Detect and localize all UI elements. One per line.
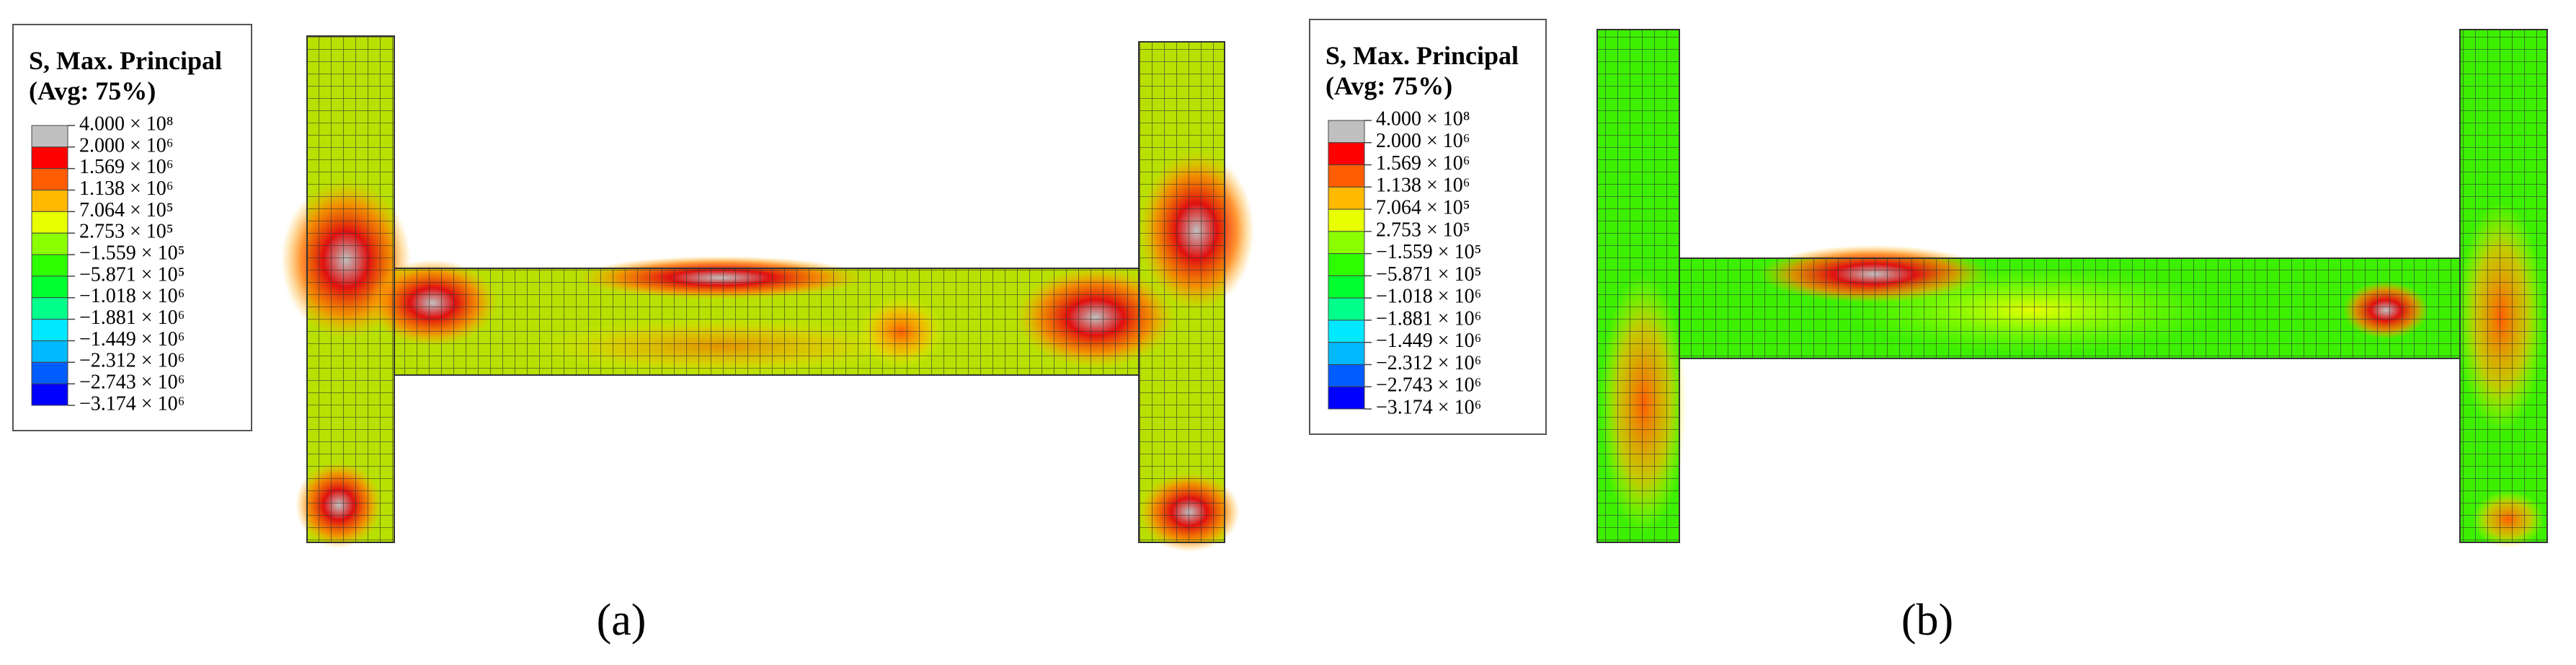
- legend-swatch: [1328, 342, 1365, 365]
- legend-label: −1.449 × 10⁶: [1376, 330, 1481, 352]
- legend-swatch: [1328, 253, 1365, 276]
- panel-caption: (a): [597, 596, 647, 645]
- legend-swatch: [1328, 208, 1365, 232]
- legend-label: −5.871 × 10⁵: [79, 263, 185, 286]
- legend-label: −1.449 × 10⁶: [79, 328, 185, 351]
- contour-plot-a: [281, 35, 1254, 552]
- legend-swatch: [31, 125, 68, 148]
- legend-label: −1.881 × 10⁶: [1376, 307, 1481, 330]
- legend: S, Max. Principal(Avg: 75%)4.000 × 10⁸2.…: [12, 24, 252, 431]
- legend-label: −1.018 × 10⁶: [79, 285, 185, 307]
- legend-label: 2.753 × 10⁵: [79, 221, 174, 243]
- legend-swatch: [1328, 164, 1365, 188]
- legend-swatch: [1328, 320, 1365, 343]
- legend-label: 1.569 × 10⁶: [1376, 152, 1470, 175]
- legend-label: −2.312 × 10⁶: [1376, 352, 1481, 374]
- legend-label: 2.000 × 10⁶: [79, 134, 174, 157]
- panel-caption: (b): [1901, 596, 1953, 645]
- legend-swatch: [1328, 186, 1365, 210]
- legend-label: −1.559 × 10⁵: [1376, 241, 1481, 263]
- contour-plot-b: [1596, 29, 2548, 548]
- legend-label: −1.018 × 10⁶: [1376, 286, 1481, 308]
- legend-swatch: [31, 276, 68, 299]
- legend-label: 7.064 × 10⁵: [1376, 196, 1470, 219]
- legend-label: −3.174 × 10⁶: [79, 392, 185, 415]
- legend-label: −1.881 × 10⁶: [79, 307, 185, 329]
- legend-swatch: [31, 297, 68, 320]
- legend-swatch: [31, 190, 68, 212]
- legend-swatch: [31, 383, 68, 406]
- legend-label: 7.064 × 10⁵: [79, 199, 174, 221]
- legend-label: −1.559 × 10⁵: [79, 242, 185, 264]
- legend-swatch: [31, 168, 68, 191]
- legend-swatch: [31, 361, 68, 384]
- legend-label: −3.174 × 10⁶: [1376, 396, 1481, 418]
- legend-label: 1.138 × 10⁶: [1376, 175, 1470, 197]
- legend-swatch: [1328, 297, 1365, 321]
- legend-swatch: [1328, 386, 1365, 410]
- legend-label: −2.312 × 10⁶: [79, 350, 185, 372]
- legend-swatch: [31, 340, 68, 363]
- legend-swatch: [31, 254, 68, 277]
- legend-label: 4.000 × 10⁸: [79, 113, 174, 135]
- legend-swatch: [1328, 120, 1365, 144]
- legend-label: −5.871 × 10⁵: [1376, 263, 1481, 286]
- legend-label: 2.753 × 10⁵: [1376, 219, 1470, 241]
- legend-label: 2.000 × 10⁶: [1376, 130, 1470, 152]
- legend-swatch: [1328, 275, 1365, 299]
- legend-swatch: [31, 146, 68, 169]
- legend-swatch: [31, 211, 68, 234]
- legend-swatch: [1328, 231, 1365, 255]
- legend-swatch: [31, 319, 68, 341]
- legend-title: S, Max. Principal: [29, 46, 222, 75]
- legend-label: 4.000 × 10⁸: [1376, 107, 1470, 130]
- legend-label: −2.743 × 10⁶: [1376, 374, 1481, 397]
- legend: S, Max. Principal(Avg: 75%)4.000 × 10⁸2.…: [1309, 19, 1547, 435]
- legend-subtitle: (Avg: 75%): [1325, 71, 1452, 100]
- legend-label: 1.569 × 10⁶: [79, 156, 174, 178]
- legend-label: −2.743 × 10⁶: [79, 371, 185, 394]
- legend-swatch: [1328, 364, 1365, 387]
- legend-title: S, Max. Principal: [1325, 41, 1519, 70]
- legend-swatch: [1328, 142, 1365, 166]
- legend-swatch: [31, 232, 68, 255]
- legend-label: 1.138 × 10⁶: [79, 177, 174, 200]
- legend-subtitle: (Avg: 75%): [29, 76, 156, 105]
